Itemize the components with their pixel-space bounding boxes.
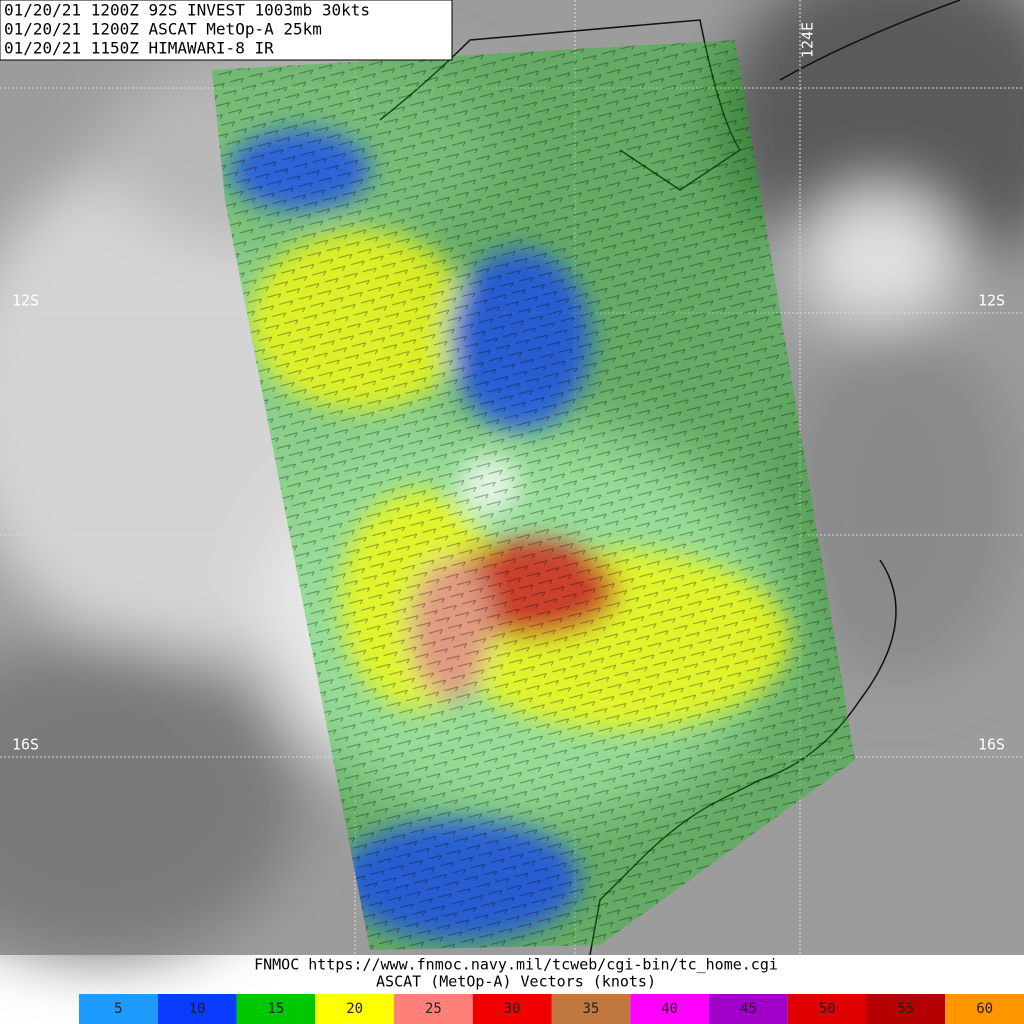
legend-swatch <box>236 994 316 1024</box>
legend-label: 30 <box>504 1001 521 1017</box>
lat-label: 16S <box>12 736 39 754</box>
footer-source: FNMOC https://www.fnmoc.navy.mil/tcweb/c… <box>254 956 778 974</box>
legend-swatch <box>551 994 631 1024</box>
legend-label: 35 <box>582 1001 599 1017</box>
legend-label: 25 <box>425 1001 442 1017</box>
legend-label: 5 <box>114 1001 122 1017</box>
legend-swatch <box>472 994 552 1024</box>
lat-label: 16S <box>978 736 1005 754</box>
legend-label: 20 <box>346 1001 363 1017</box>
header-line: 01/20/21 1200Z 92S INVEST 1003mb 30kts <box>4 1 370 20</box>
legend: 5 10 15 20 25 30 35 40 45 50 55 60 <box>79 994 1024 1024</box>
legend-label: 45 <box>740 1001 757 1017</box>
legend-label: 15 <box>267 1001 284 1017</box>
legend-swatch <box>630 994 709 1024</box>
legend-swatch <box>709 994 788 1024</box>
legend-swatch <box>787 994 867 1024</box>
lat-label: 12S <box>978 292 1005 310</box>
legend-swatch <box>79 994 158 1024</box>
legend-swatch <box>866 994 946 1024</box>
lat-label: 12S <box>12 292 39 310</box>
legend-swatch <box>394 994 473 1024</box>
legend-swatch <box>157 994 237 1024</box>
legend-swatch <box>945 994 1024 1024</box>
legend-label: 10 <box>189 1001 206 1017</box>
legend-label: 55 <box>897 1001 914 1017</box>
wind-swath <box>212 40 855 950</box>
header-line: 01/20/21 1150Z HIMAWARI-8 IR <box>4 39 274 58</box>
lon-label: 124E <box>799 22 817 58</box>
header-line: 01/20/21 1200Z ASCAT MetOp-A 25km <box>4 20 322 39</box>
legend-swatch <box>315 994 394 1024</box>
legend-label: 50 <box>819 1001 836 1017</box>
legend-label: 60 <box>976 1001 993 1017</box>
header: 01/20/21 1200Z 92S INVEST 1003mb 30kts 0… <box>0 0 453 61</box>
legend-label: 40 <box>661 1001 678 1017</box>
footer-caption: ASCAT (MetOp-A) Vectors (knots) <box>376 973 656 991</box>
